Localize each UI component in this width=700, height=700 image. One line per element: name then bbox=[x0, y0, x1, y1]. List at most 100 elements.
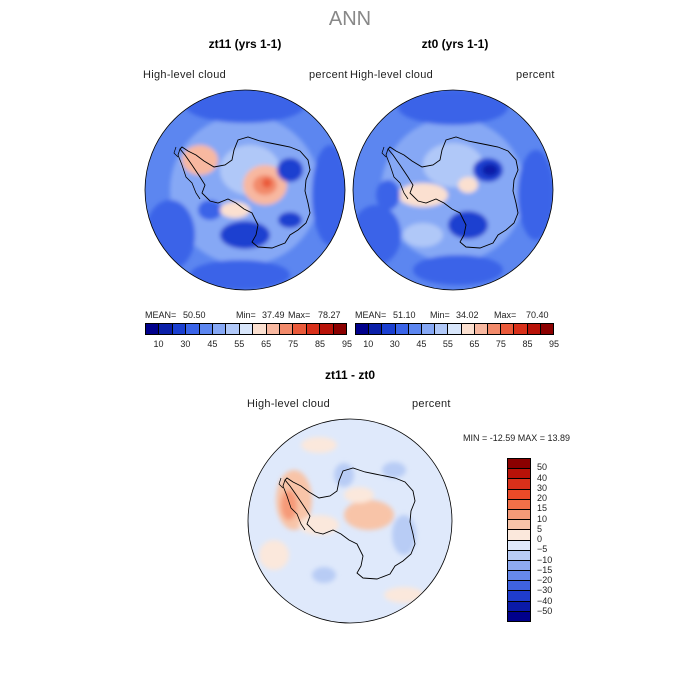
colorbar-tick-label: 85 bbox=[315, 339, 326, 349]
colorbar-swatch bbox=[266, 324, 281, 334]
colorbar-tick-label: −30 bbox=[537, 585, 553, 596]
colorbar-tick-label: 30 bbox=[180, 339, 191, 349]
panel-2-units: percent bbox=[516, 69, 555, 81]
colorbar-swatch bbox=[508, 581, 530, 592]
colorbar-swatch bbox=[213, 324, 227, 334]
colorbar-swatch bbox=[186, 324, 200, 334]
colorbar-swatch bbox=[508, 611, 530, 621]
colorbar-swatch bbox=[508, 571, 530, 582]
colorbar-tick-label: 45 bbox=[416, 339, 427, 349]
panel-1-min-label: Min= bbox=[236, 310, 256, 320]
colorbar-swatch bbox=[508, 540, 530, 551]
colorbar-swatch bbox=[461, 324, 475, 334]
colorbar-swatch bbox=[540, 324, 554, 334]
colorbar-swatch bbox=[369, 324, 383, 334]
colorbar-tick-label: −50 bbox=[537, 605, 553, 616]
colorbar-swatch bbox=[508, 591, 530, 602]
panel-1-max-label: Max= bbox=[288, 310, 311, 320]
colorbar-swatch bbox=[527, 324, 541, 334]
diff-panel-title: zt11 - zt0 bbox=[324, 368, 375, 382]
panel-1-mean: 50.50 bbox=[183, 310, 206, 320]
colorbar-swatch bbox=[382, 324, 396, 334]
diff-panel-variable: High-level cloud bbox=[247, 398, 331, 410]
panel-1-title: zt11 (yrs 1-1) bbox=[208, 37, 282, 51]
panel-2-map bbox=[352, 89, 554, 291]
colorbar-tick-label: 40 bbox=[537, 472, 548, 483]
colorbar-swatch bbox=[172, 324, 187, 334]
colorbar-swatch bbox=[146, 324, 160, 334]
colorbar-tick-label: 55 bbox=[442, 339, 453, 349]
colorbar-tick-label: 10 bbox=[537, 513, 548, 524]
colorbar-swatch bbox=[395, 324, 409, 334]
colorbar-swatch bbox=[508, 479, 530, 490]
colorbar-tick-label: 65 bbox=[261, 339, 272, 349]
colorbar-swatch bbox=[435, 324, 449, 334]
panel-1-min: 37.49 bbox=[262, 310, 285, 320]
colorbar-tick-label: 5 bbox=[537, 523, 543, 534]
colorbar-swatch bbox=[226, 324, 240, 334]
colorbar-swatch bbox=[508, 550, 530, 561]
panel-2-variable: High-level cloud bbox=[350, 69, 434, 81]
colorbar-tick-label: 85 bbox=[522, 339, 533, 349]
colorbar-swatch bbox=[293, 324, 307, 334]
panel-2-min-label: Min= bbox=[430, 310, 450, 320]
panel-2-max-label: Max= bbox=[494, 310, 517, 320]
panel-1-mean-label: MEAN= bbox=[145, 310, 177, 320]
colorbar-tick-label: 95 bbox=[341, 339, 353, 349]
colorbar-tick-label: 95 bbox=[548, 339, 560, 349]
colorbar-swatch bbox=[508, 560, 530, 572]
colorbar-swatch bbox=[422, 324, 436, 334]
colorbar-swatch bbox=[239, 324, 254, 334]
colorbar-swatch bbox=[508, 509, 530, 521]
diff-panel-units: percent bbox=[412, 398, 451, 410]
panel-1-colorbar-ticks: 10 30 45 55 65 75 85 95 bbox=[145, 339, 352, 351]
colorbar-swatch bbox=[280, 324, 294, 334]
colorbar-swatch bbox=[508, 520, 530, 531]
colorbar-swatch bbox=[488, 324, 502, 334]
panel-1-map bbox=[144, 89, 346, 291]
colorbar-swatch bbox=[333, 324, 347, 334]
colorbar-swatch bbox=[408, 324, 423, 334]
colorbar-tick-label: −5 bbox=[537, 544, 548, 555]
colorbar-swatch bbox=[508, 601, 530, 612]
colorbar-swatch bbox=[508, 459, 530, 470]
colorbar-tick-label: 55 bbox=[234, 339, 245, 349]
colorbar-swatch bbox=[306, 324, 321, 334]
panel-2-mean: 51.10 bbox=[393, 310, 416, 320]
colorbar-tick-label: 15 bbox=[537, 503, 548, 514]
diff-colorbar bbox=[507, 458, 531, 622]
colorbar-swatch bbox=[159, 324, 173, 334]
colorbar-swatch bbox=[501, 324, 515, 334]
colorbar-swatch bbox=[508, 499, 530, 510]
panel-2-max: 70.40 bbox=[526, 310, 549, 320]
panel-1-units: percent bbox=[309, 69, 348, 81]
figure-title: ANN bbox=[328, 8, 372, 30]
colorbar-tick-label: 45 bbox=[207, 339, 218, 349]
colorbar-tick-label: 30 bbox=[537, 482, 548, 493]
colorbar-tick-label: −10 bbox=[537, 554, 553, 565]
diff-colorbar-ticks: 50 40 30 20 15 10 5 0 −5 −10 −15 −20 −30 −40 −50 bbox=[537, 458, 567, 620]
colorbar-swatch bbox=[508, 469, 530, 480]
colorbar-tick-label: 30 bbox=[389, 339, 400, 349]
colorbar-swatch bbox=[514, 324, 528, 334]
colorbar-tick-label: 65 bbox=[469, 339, 480, 349]
panel-1-variable: High-level cloud bbox=[143, 69, 227, 81]
colorbar-swatch bbox=[474, 324, 489, 334]
colorbar-tick-label: −15 bbox=[537, 564, 553, 575]
panel-2-mean-label: MEAN= bbox=[355, 310, 387, 320]
diff-panel-minmax: MIN = -12.59 MAX = 13.89 bbox=[463, 433, 571, 443]
colorbar-swatch bbox=[508, 530, 530, 541]
colorbar-swatch bbox=[508, 489, 530, 500]
colorbar-swatch bbox=[448, 324, 462, 334]
colorbar-tick-label: 0 bbox=[537, 534, 543, 544]
panel-1-colorbar bbox=[145, 323, 347, 335]
panel-2-title: zt0 (yrs 1-1) bbox=[421, 37, 489, 51]
colorbar-swatch bbox=[356, 324, 370, 334]
colorbar-tick-label: −20 bbox=[537, 575, 553, 585]
colorbar-tick-label: 20 bbox=[537, 493, 548, 503]
colorbar-tick-label: −40 bbox=[537, 595, 553, 606]
colorbar-tick-label: 10 bbox=[153, 339, 164, 349]
panel-2-colorbar bbox=[355, 323, 554, 335]
colorbar-tick-label: 50 bbox=[537, 462, 548, 473]
diff-panel-map bbox=[247, 418, 453, 624]
